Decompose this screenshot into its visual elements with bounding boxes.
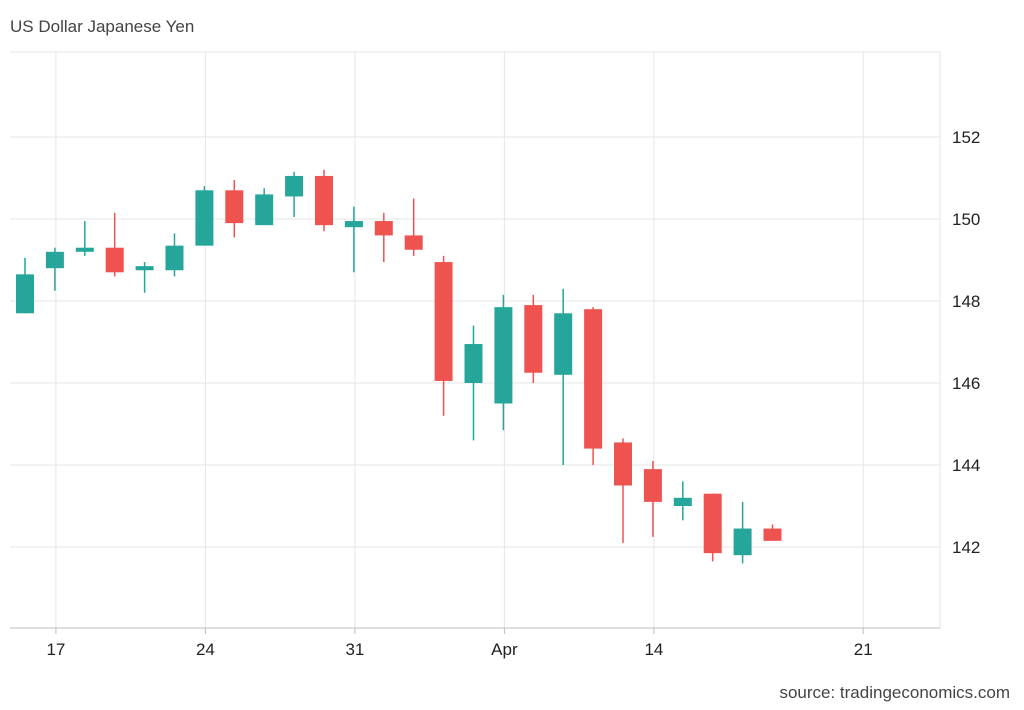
candle	[285, 171, 304, 217]
candle	[703, 493, 722, 562]
candle	[195, 186, 214, 246]
source-credit: source: tradingeconomics.com	[779, 683, 1010, 702]
candle-body-up	[494, 307, 513, 404]
candle-body-up	[733, 528, 752, 556]
candle	[494, 294, 513, 431]
candle	[135, 262, 154, 293]
y-tick-label: 150	[952, 210, 980, 229]
y-tick-label: 148	[952, 292, 980, 311]
candle-body-down	[105, 247, 124, 273]
candles	[16, 169, 782, 564]
candle	[374, 212, 393, 263]
candle-body-up	[195, 190, 214, 246]
candle-body-down	[434, 262, 453, 381]
candle-body-up	[135, 266, 154, 271]
candle-body-up	[285, 175, 304, 197]
candle	[584, 307, 603, 465]
x-tick-label: Apr	[491, 640, 518, 659]
candle-body-down	[404, 235, 423, 250]
candle	[643, 460, 662, 537]
candle	[733, 501, 752, 564]
chart-title: US Dollar Japanese Yen	[10, 17, 195, 36]
y-tick-label: 152	[952, 128, 980, 147]
candle	[673, 481, 692, 521]
candle	[524, 294, 543, 383]
candle	[105, 212, 124, 277]
candle-body-up	[255, 194, 274, 226]
candle	[315, 169, 333, 232]
y-tick-label: 146	[952, 374, 980, 393]
candle-body-down	[643, 469, 662, 502]
candle-body-up	[16, 274, 34, 314]
grid-lines	[10, 51, 941, 628]
candle-body-up	[165, 245, 184, 271]
candle-body-up	[464, 344, 483, 383]
candle	[225, 180, 244, 238]
axes	[10, 627, 940, 634]
candle-body-down	[524, 305, 543, 373]
candle	[464, 325, 483, 441]
candle-body-up	[554, 313, 573, 375]
x-tick-label: 21	[854, 640, 873, 659]
candle-body-down	[763, 528, 782, 541]
candle-body-down	[374, 221, 393, 236]
candle-body-down	[225, 190, 244, 224]
candle	[554, 288, 573, 465]
candle	[255, 188, 274, 226]
candle	[75, 221, 94, 256]
x-tick-label: 14	[644, 640, 663, 659]
candle	[45, 247, 64, 291]
y-tick-label: 144	[952, 456, 980, 475]
candle	[344, 206, 363, 273]
tick-labels: 142 144 146 148 150 152 17 24 31 Apr 14 21	[46, 128, 980, 659]
candle-body-up	[75, 247, 94, 252]
candle	[165, 233, 184, 277]
candle-body-up	[45, 251, 64, 269]
candle-body-up	[344, 221, 363, 228]
candle	[404, 198, 423, 256]
candle	[763, 524, 782, 541]
candle-body-down	[614, 442, 632, 486]
y-tick-label: 142	[952, 538, 980, 557]
x-tick-label: 31	[345, 640, 364, 659]
candle-body-up	[673, 497, 692, 506]
candle-body-down	[584, 309, 603, 449]
x-tick-label: 17	[46, 640, 65, 659]
candle	[614, 438, 632, 543]
candle-body-down	[315, 175, 333, 226]
candle	[16, 257, 34, 314]
candle	[434, 255, 453, 416]
x-tick-label: 24	[196, 640, 215, 659]
candle-body-down	[703, 493, 722, 554]
